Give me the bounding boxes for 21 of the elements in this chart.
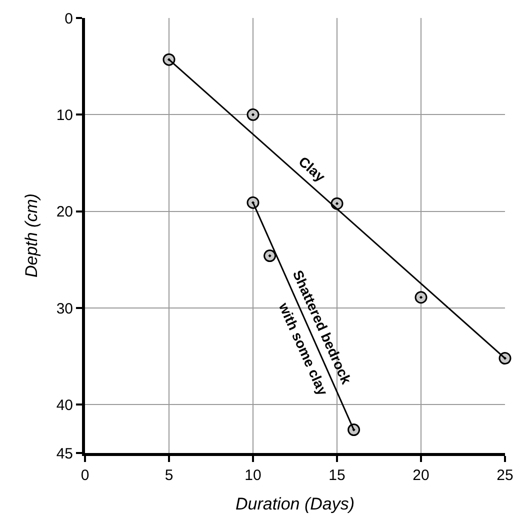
point (264, 250, 276, 262)
y-tick-label: 0 (64, 10, 73, 28)
x-tick-label: 5 (164, 467, 174, 484)
point (348, 424, 360, 436)
y-tick-label: 30 (56, 300, 73, 318)
point (246, 108, 260, 121)
x-tick-label: 10 (244, 467, 262, 484)
x-tick-label: 15 (328, 467, 346, 484)
y-tick-label: 40 (56, 396, 73, 414)
y-axis-title: Depth (cm) (22, 193, 41, 278)
y-tick-label: 10 (56, 106, 73, 124)
point (498, 352, 512, 365)
x-tick-label: 20 (412, 467, 430, 484)
x-tick-label: 25 (496, 467, 514, 484)
x-axis-title: Duration (Days) (235, 494, 355, 514)
y-tick-label: 20 (56, 204, 73, 221)
point (414, 291, 428, 304)
point (162, 53, 176, 66)
y-tick-label: 45 (56, 445, 73, 462)
point (246, 196, 260, 209)
x-tick-label: 0 (80, 467, 90, 484)
